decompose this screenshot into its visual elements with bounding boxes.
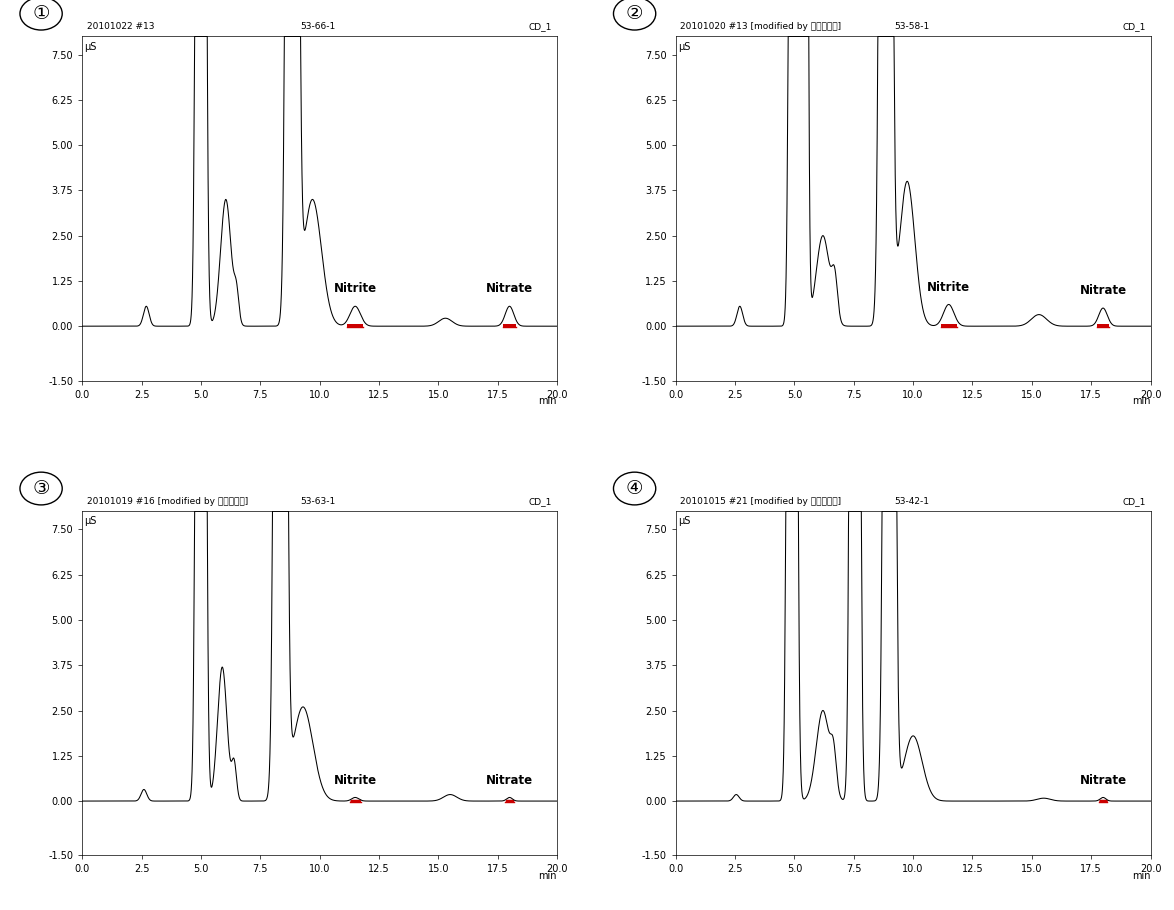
Text: Nitrite: Nitrite [333,774,377,786]
Text: 53-58-1: 53-58-1 [895,22,930,31]
Text: μS: μS [679,517,690,527]
Text: ②: ② [626,5,643,23]
Text: 20101015 #21 [modified by 유하름지교]: 20101015 #21 [modified by 유하름지교] [681,497,842,506]
Text: 20101022 #13: 20101022 #13 [87,22,155,31]
Text: 53-66-1: 53-66-1 [301,22,336,31]
Text: ④: ④ [626,479,643,498]
Text: μS: μS [85,517,97,527]
Text: CD_1: CD_1 [528,22,552,31]
Text: Nitrate: Nitrate [1079,284,1127,298]
Text: CD_1: CD_1 [528,497,552,506]
Text: min: min [539,871,556,881]
Text: 20101019 #16 [modified by 유하름지교]: 20101019 #16 [modified by 유하름지교] [87,497,248,506]
Text: 53-63-1: 53-63-1 [301,497,336,506]
Text: min: min [539,396,556,406]
Text: μS: μS [679,42,690,52]
Text: ①: ① [33,5,49,23]
Text: ③: ③ [33,479,49,498]
Text: Nitrate: Nitrate [486,774,533,786]
Text: Nitrite: Nitrite [333,282,377,296]
Text: min: min [1132,871,1151,881]
Text: CD_1: CD_1 [1122,22,1146,31]
Text: μS: μS [85,42,97,52]
Text: min: min [1132,396,1151,406]
Text: CD_1: CD_1 [1122,497,1146,506]
Text: Nitrate: Nitrate [486,282,533,296]
Text: 20101020 #13 [modified by 유하름지교]: 20101020 #13 [modified by 유하름지교] [681,22,842,31]
Text: 53-42-1: 53-42-1 [895,497,929,506]
Text: Nitrate: Nitrate [1079,774,1127,786]
Text: Nitrite: Nitrite [927,280,970,294]
